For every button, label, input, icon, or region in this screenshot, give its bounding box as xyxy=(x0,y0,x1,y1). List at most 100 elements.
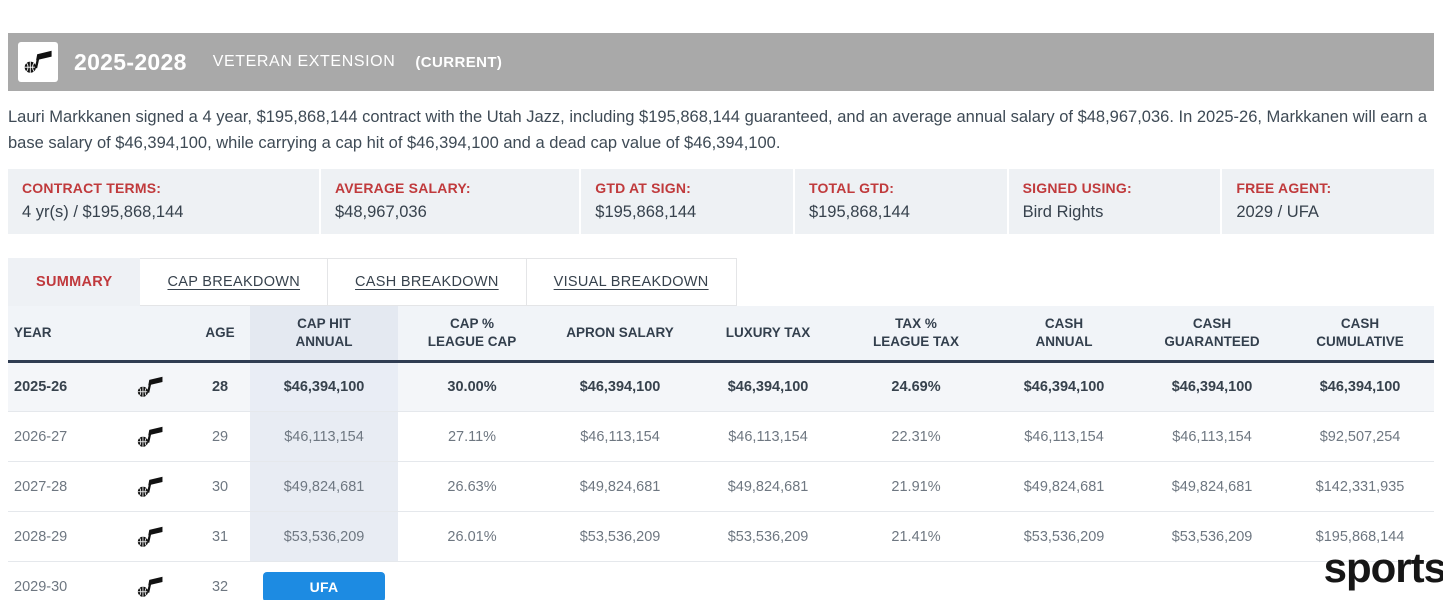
breakdown-tabs: SUMMARY CAP BREAKDOWN CASH BREAKDOWN VISUAL… xyxy=(8,257,1434,306)
contract-status-label: (CURRENT) xyxy=(415,53,503,71)
cash-cumulative-cell: $142,331,935 xyxy=(1286,461,1435,513)
salary-row-2026-27: 2026-27 29 $46,113,154 27.11% $46,113,154 $46… xyxy=(8,411,1435,463)
luxury-tax-cell: $46,394,100 xyxy=(694,361,843,413)
term-label: SIGNED USING: xyxy=(1022,179,1132,196)
contract-years-title: 2025-2028 xyxy=(74,48,187,75)
cash-annual-cell: $46,394,100 xyxy=(990,361,1139,413)
tax-pct-cell xyxy=(842,562,990,600)
year-cell: 2027-28 xyxy=(8,461,110,513)
apron-salary-cell: $46,113,154 xyxy=(546,411,695,463)
term-cell-average-salary: AVERAGE SALARY: $48,967,036 xyxy=(321,168,580,234)
utah-jazz-note-icon xyxy=(137,576,163,598)
cap-pct-cell xyxy=(398,562,546,600)
cash-guaranteed-cell: $53,536,209 xyxy=(1138,511,1287,563)
team-cell xyxy=(110,461,191,513)
tab-summary[interactable]: SUMMARY xyxy=(8,257,141,306)
contract-type-label: VETERAN EXTENSION xyxy=(212,53,396,70)
year-cell: 2025-26 xyxy=(8,361,110,413)
team-cell xyxy=(110,562,190,600)
utah-jazz-note-icon xyxy=(24,50,52,74)
cash-guaranteed-cell xyxy=(1138,562,1286,600)
apron-salary-cell: $53,536,209 xyxy=(546,511,695,563)
luxury-tax-cell xyxy=(694,562,842,600)
contract-summary-text: Lauri Markkanen signed a 4 year, $195,86… xyxy=(8,108,1428,152)
term-value: 4 yr(s) / $195,868,144 xyxy=(22,202,184,221)
age-cell: 29 xyxy=(190,411,251,463)
term-value: $195,868,144 xyxy=(595,202,697,221)
contract-terms-bar: CONTRACT TERMS: 4 yr(s) / $195,868,144 AVE… xyxy=(8,168,1435,234)
team-cell xyxy=(110,361,191,413)
column-header-year: YEAR xyxy=(8,305,191,364)
term-label: GTD AT SIGN: xyxy=(595,179,691,196)
term-value: $48,967,036 xyxy=(335,202,427,221)
cap-hit-cell: UFA xyxy=(250,562,398,600)
term-cell-signed-using: SIGNED USING: Bird Rights xyxy=(1008,168,1221,234)
age-cell: 30 xyxy=(190,461,251,513)
salary-table-body: 2025-26 28 $46,394,100 30.00% $46,394,100 $46… xyxy=(8,361,1435,600)
year-cell: 2028-29 xyxy=(8,511,110,563)
team-cell xyxy=(110,411,191,463)
utah-jazz-note-icon xyxy=(137,526,163,548)
tax-pct-cell: 21.41% xyxy=(842,511,991,563)
luxury-tax-cell: $53,536,209 xyxy=(694,511,843,563)
cap-hit-cell: $49,824,681 xyxy=(250,461,399,513)
term-label: AVERAGE SALARY: xyxy=(335,179,471,196)
term-label: FREE AGENT: xyxy=(1236,179,1332,196)
column-header-tax-league-tax: TAX % LEAGUE TAX xyxy=(842,305,991,364)
ufa-badge[interactable]: UFA xyxy=(263,572,386,600)
apron-salary-cell xyxy=(546,562,694,600)
cash-cumulative-cell: $46,394,100 xyxy=(1286,361,1435,413)
tax-pct-cell: 22.31% xyxy=(842,411,991,463)
tab-cap-breakdown[interactable]: CAP BREAKDOWN xyxy=(140,257,329,306)
tax-pct-cell: 24.69% xyxy=(842,361,991,413)
salary-row-2027-28: 2027-28 30 $49,824,681 26.63% $49,824,681 $49… xyxy=(8,461,1435,513)
cap-hit-cell: $46,394,100 xyxy=(250,361,399,413)
column-header-cash-annual: CASH ANNUAL xyxy=(990,305,1139,364)
cap-pct-cell: 26.01% xyxy=(398,511,547,563)
utah-jazz-note-icon xyxy=(137,376,163,398)
salary-row-2028-29: 2028-29 31 $53,536,209 26.01% $53,536,209 $53… xyxy=(8,511,1435,563)
age-cell: 28 xyxy=(190,361,251,413)
tax-pct-cell: 21.91% xyxy=(842,461,991,513)
luxury-tax-cell: $46,113,154 xyxy=(694,411,843,463)
age-cell: 32 xyxy=(211,579,229,596)
salary-row-2025-26: 2025-26 28 $46,394,100 30.00% $46,394,100 $46… xyxy=(8,361,1435,413)
cap-hit-cell: $46,113,154 xyxy=(250,411,399,463)
cash-annual-cell: $53,536,209 xyxy=(990,511,1139,563)
salary-row-2029-30: 2029-30 32 UFA xyxy=(8,562,1434,600)
column-header-cash-cumulative: CASH CUMULATIVE xyxy=(1286,305,1435,364)
salary-summary-table: YEAR AGE CAP HIT ANNUAL CAP % LEAGUE CAP APRON… xyxy=(8,305,1435,600)
term-cell-gtd-at-sign: GTD AT SIGN: $195,868,144 xyxy=(581,168,793,234)
tab-visual-breakdown[interactable]: VISUAL BREAKDOWN xyxy=(526,257,737,306)
age-cell: 31 xyxy=(190,511,251,563)
apron-salary-cell: $49,824,681 xyxy=(546,461,695,513)
cap-hit-cell: $53,536,209 xyxy=(250,511,399,563)
cash-annual-cell xyxy=(990,562,1138,600)
apron-salary-cell: $46,394,100 xyxy=(546,361,695,413)
utah-jazz-note-icon xyxy=(137,476,163,498)
term-label: TOTAL GTD: xyxy=(808,179,895,196)
watermark-text: sports xyxy=(1323,544,1443,591)
column-header-cap-league-cap: CAP % LEAGUE CAP xyxy=(398,305,547,364)
term-cell-contract-terms: CONTRACT TERMS: 4 yr(s) / $195,868,144 xyxy=(8,168,319,234)
term-value: Bird Rights xyxy=(1022,202,1104,221)
year-cell: 2026-27 xyxy=(8,411,110,463)
table-header-row: YEAR AGE CAP HIT ANNUAL CAP % LEAGUE CAP APRON… xyxy=(8,305,1435,364)
cash-annual-cell: $49,824,681 xyxy=(990,461,1139,513)
cash-cumulative-cell: $195,868,144 xyxy=(1286,511,1435,563)
cash-annual-cell: $46,113,154 xyxy=(990,411,1139,463)
contract-header-bar: 2025-2028 VETERAN EXTENSION (CURRENT) xyxy=(8,33,1434,91)
cap-pct-cell: 30.00% xyxy=(398,361,547,413)
cash-guaranteed-cell: $49,824,681 xyxy=(1138,461,1287,513)
year-cell: 2029-30 xyxy=(14,579,68,596)
term-value: $195,868,144 xyxy=(808,202,910,221)
luxury-tax-cell: $49,824,681 xyxy=(694,461,843,513)
term-cell-total-gtd: TOTAL GTD: $195,868,144 xyxy=(794,168,1007,234)
team-cell xyxy=(110,511,191,563)
cap-pct-cell: 27.11% xyxy=(398,411,547,463)
cash-guaranteed-cell: $46,113,154 xyxy=(1138,411,1287,463)
tab-cash-breakdown[interactable]: CASH BREAKDOWN xyxy=(328,257,527,306)
column-header-apron-salary: APRON SALARY xyxy=(546,305,695,364)
column-header-cash-guaranteed: CASH GUARANTEED xyxy=(1138,305,1287,364)
